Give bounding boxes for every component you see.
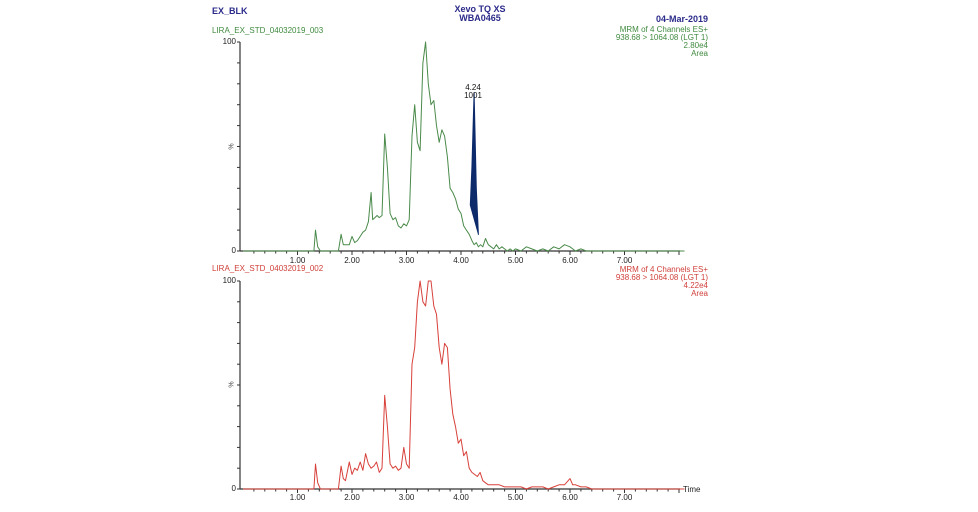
x-tick-label: 6.00 [562,493,578,502]
x-tick-label: 2.00 [344,256,360,265]
x-tick-label: 5.00 [507,493,524,502]
bottom-chromatogram [237,280,685,493]
x-tick-label: 4.00 [453,493,469,502]
bottom-transition: 938.68 > 1064.08 (LGT 1) [615,273,708,282]
report-title: EX_BLK [212,6,248,16]
x-tick-label: 7.00 [616,493,633,502]
x-tick-label: 5.00 [507,256,524,265]
acquisition-date: 04-Mar-2019 [655,14,708,24]
bottom-y-min-label: 0 [231,484,236,493]
bottom-sample-name: LIRA_EX_STD_04032019_002 [212,264,324,273]
bottom-mode: Area [691,289,708,298]
instrument-id: WBA0465 [459,13,501,23]
x-tick-label: 6.00 [562,256,578,265]
x-tick-label: 1.00 [289,256,306,265]
bottom-channel: MRM of 4 Channels ES+ [619,265,708,274]
x-tick-label: 1.00 [289,493,306,502]
top-intensity: 2.80e4 [683,41,708,50]
bottom-intensity: 4.22e4 [683,281,708,290]
top-transition: 938.68 > 1064.08 (LGT 1) [615,33,708,42]
bottom-y-unit: % [228,381,236,388]
top-y-max-label: 100 [222,37,236,46]
top-sample-name: LIRA_EX_STD_04032019_003 [212,26,324,35]
top-y-min-label: 0 [231,246,236,255]
peak-label-area: 1001 [464,91,482,100]
peak-label-rt: 4.24 [465,83,481,92]
top-channel: MRM of 4 Channels ES+ [619,25,708,34]
x-tick-label: 2.00 [344,493,360,502]
x-axis-title: Time [683,485,701,494]
x-tick-label: 3.00 [398,256,415,265]
bottom-y-max-label: 100 [222,276,236,285]
x-tick-label: 4.00 [453,256,469,265]
top-y-unit: % [228,143,236,150]
top-mode: Area [691,49,708,58]
x-tick-label: 7.00 [616,256,633,265]
x-tick-label: 3.00 [398,493,415,502]
top-chromatogram [237,41,685,255]
instrument-name: Xevo TQ XS [454,4,506,14]
